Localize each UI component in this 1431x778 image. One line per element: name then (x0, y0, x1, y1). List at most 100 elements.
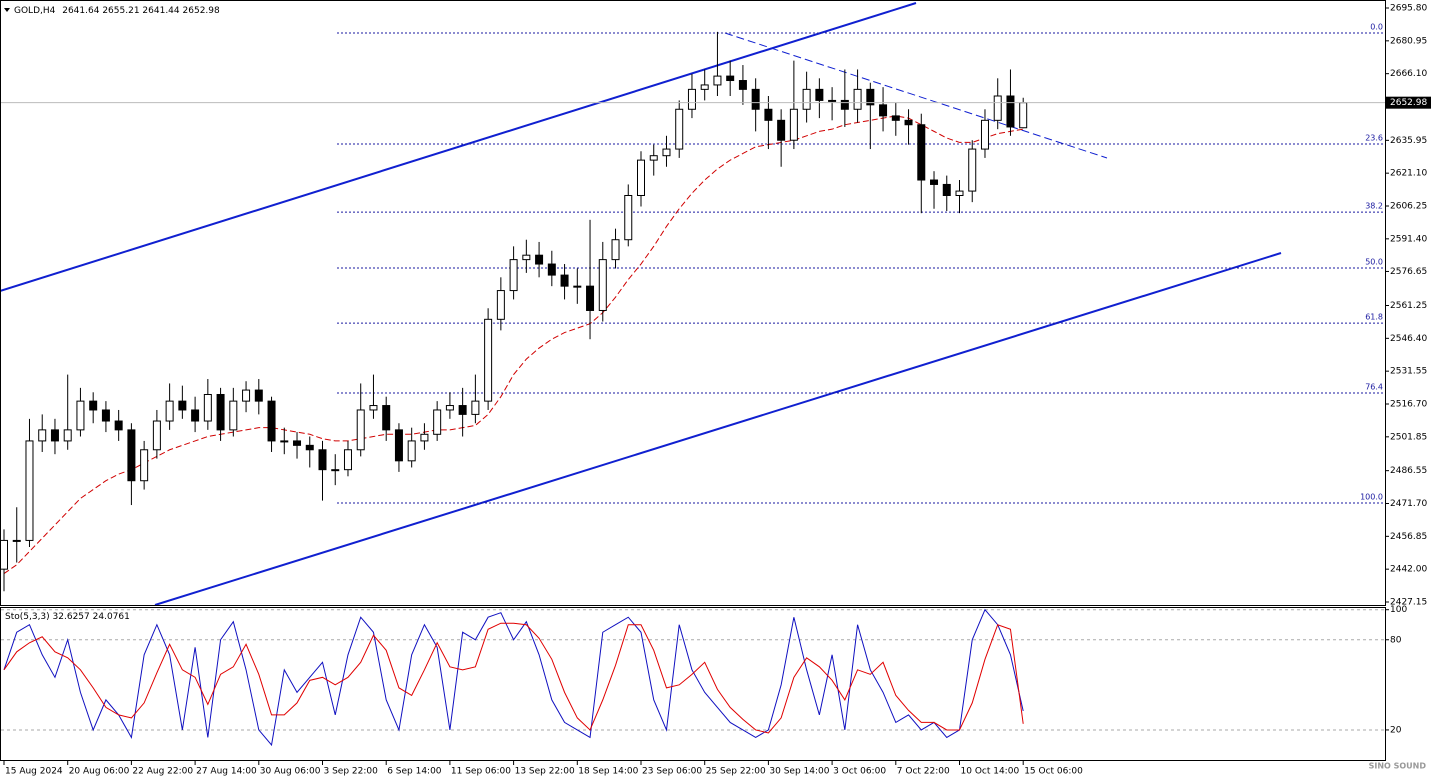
candle-body (764, 108, 773, 121)
candle-body (637, 159, 645, 196)
y-tick-label: 2486.55 (1390, 466, 1427, 476)
candle-body (662, 148, 671, 157)
y-tick-label: 2561.25 (1390, 301, 1427, 311)
candle-body (815, 88, 824, 101)
x-tick-label: 13 Sep 22:00 (515, 767, 575, 777)
candle-body (840, 99, 849, 110)
candle-body (216, 393, 225, 431)
candle-body (114, 420, 123, 431)
candle-body (968, 148, 977, 192)
chart-header: GOLD,H4 2641.64 2655.21 2641.44 2652.98 (14, 6, 220, 16)
candle-body (649, 155, 658, 161)
x-tick-label: 18 Sep 14:00 (578, 767, 638, 777)
x-tick-label: 22 Aug 22:00 (132, 767, 193, 777)
open-value: 2641.64 (62, 6, 99, 16)
candle-body (687, 88, 696, 110)
y-tick-label: 2666.10 (1390, 69, 1427, 79)
y-tick-label: 20 (1390, 725, 1402, 735)
current-price-label: 2652.98 (1390, 98, 1427, 108)
candle-body (853, 88, 862, 110)
y-tick-label: 2442.00 (1390, 565, 1427, 575)
y-tick-label: 2516.70 (1390, 400, 1427, 410)
k-value: 32.6257 (53, 612, 90, 622)
y-tick-label: 2606.25 (1390, 202, 1427, 212)
candle-body (89, 400, 98, 411)
candle-body (1, 539, 8, 570)
x-tick-label: 11 Sep 06:00 (451, 767, 511, 777)
x-tick-label: 30 Sep 14:00 (769, 767, 829, 777)
trend-line (724, 32, 1108, 159)
y-tick-label: 2591.40 (1390, 234, 1427, 244)
candle-body (509, 259, 518, 292)
candle-body (267, 400, 276, 442)
candle-body (942, 183, 951, 196)
candle-body (904, 119, 913, 126)
drawings (1, 2, 1282, 605)
candle-body (828, 99, 837, 102)
x-tick-label: 25 Sep 22:00 (706, 767, 766, 777)
candle-body (25, 440, 34, 541)
candle-body (751, 88, 760, 110)
candle-body (165, 400, 174, 422)
candle-body (802, 88, 811, 110)
y-tick-label: 2546.40 (1390, 334, 1427, 344)
symbol: GOLD,H4 (14, 6, 56, 16)
y-tick-label: 2695.80 (1390, 4, 1427, 14)
candle-body (879, 104, 888, 117)
fib-label: 61.8 (1365, 313, 1383, 322)
x-tick-label: 3 Oct 06:00 (833, 767, 886, 777)
candle-body (203, 393, 212, 422)
x-tick-label: 10 Oct 14:00 (961, 767, 1020, 777)
candle-body (777, 119, 786, 141)
price-plot (1, 31, 1385, 592)
candle-body (980, 119, 989, 150)
x-tick-label: 15 Aug 2024 (5, 767, 63, 777)
x-tick-label: 27 Aug 14:00 (196, 767, 257, 777)
y-tick-label: 100 (1390, 605, 1407, 615)
indicator-name: Sto(5,3,3) (5, 612, 50, 622)
candle-body (140, 449, 149, 482)
candle-body (101, 409, 110, 422)
fib-label: 100.0 (1360, 493, 1383, 502)
candle-body (152, 420, 161, 451)
candle-body (1006, 95, 1015, 128)
x-tick-label: 7 Oct 22:00 (897, 767, 950, 777)
y-tick-label: 2635.95 (1390, 136, 1427, 146)
candle-body (382, 405, 391, 431)
candle-body (305, 444, 314, 451)
candle-body (280, 440, 289, 443)
candle-body (445, 405, 454, 411)
menu-arrow[interactable] (4, 8, 10, 12)
candle-body (407, 440, 416, 462)
fib-label: 76.4 (1365, 382, 1383, 391)
candle-body (547, 263, 556, 276)
candle-body (993, 95, 1002, 121)
d-value: 24.0761 (93, 612, 130, 622)
x-tick-label: 20 Aug 06:00 (69, 767, 130, 777)
candle-body (229, 400, 238, 431)
current-price-box (1386, 96, 1431, 109)
candle-body (522, 254, 531, 261)
candle-body (76, 400, 85, 431)
candle-body (38, 429, 47, 442)
x-tick-label: 6 Sep 14:00 (387, 767, 442, 777)
candle-body (242, 389, 251, 402)
candle-body (738, 80, 747, 90)
candle-body (675, 108, 684, 150)
candle-body (191, 409, 200, 422)
candle-body (789, 108, 798, 141)
candle-body (586, 285, 595, 311)
y-tick-label: 2427.15 (1390, 598, 1427, 608)
moving-average (3, 115, 1024, 574)
candle-body (726, 75, 735, 82)
candle-body (356, 409, 365, 451)
candle-body (484, 318, 493, 402)
candle-body (343, 449, 352, 471)
candle-body (420, 433, 429, 442)
candle-body (127, 429, 136, 482)
candle-body (458, 405, 467, 415)
fib-label: 0.0 (1370, 22, 1383, 31)
close-value: 2652.98 (183, 6, 220, 16)
x-tick-label: 30 Aug 06:00 (260, 767, 321, 777)
